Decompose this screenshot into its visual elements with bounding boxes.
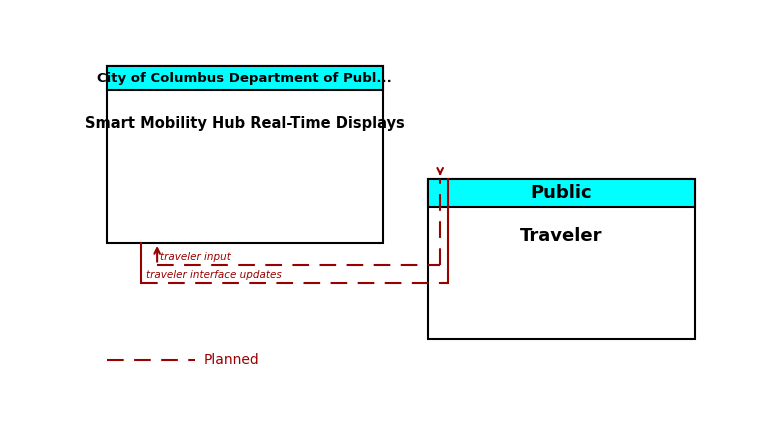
Text: traveler interface updates: traveler interface updates (146, 270, 282, 280)
Bar (107, 66, 382, 243)
Text: Planned: Planned (204, 353, 260, 367)
Text: Smart Mobility Hub Real-Time Displays: Smart Mobility Hub Real-Time Displays (84, 116, 404, 131)
Text: City of Columbus Department of Publ...: City of Columbus Department of Publ... (97, 72, 392, 85)
Bar (428, 178, 694, 339)
Text: Traveler: Traveler (520, 227, 603, 245)
Bar (428, 178, 694, 207)
Text: traveler input: traveler input (160, 252, 231, 262)
Bar (107, 66, 382, 90)
Text: Public: Public (530, 184, 592, 202)
